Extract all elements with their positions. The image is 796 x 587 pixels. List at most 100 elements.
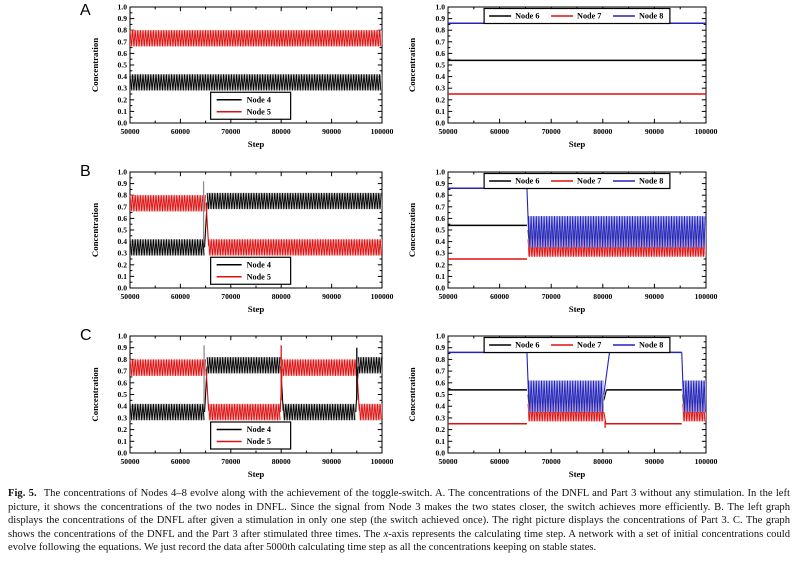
chart-text: 1.0 (436, 3, 446, 12)
chart-text: Node 6 (515, 12, 539, 21)
chart-text: 100000 (371, 457, 394, 466)
chart-text: 50000 (439, 292, 458, 301)
series-oscillation (129, 403, 205, 421)
chart-text: 0.5 (436, 390, 446, 399)
chart-text: 0.8 (118, 355, 128, 364)
chart-b-left: 0.0 0.1 0.2 0.3 0.4 0.5 0.6 0.7 0.8 0.9 1.0 50000 60… (90, 168, 394, 314)
chart-text: 0.8 (118, 191, 128, 200)
chart-text: Node 7 (577, 12, 601, 21)
plot-frame (129, 6, 383, 124)
chart-text: 80000 (272, 457, 291, 466)
chart-text: 0.6 (436, 214, 446, 223)
chart-text: 80000 (593, 292, 612, 301)
chart-a-left: 0.0 0.1 0.2 0.3 0.4 0.5 0.6 0.7 0.8 0.9 1.0 50000 60… (90, 3, 394, 149)
chart-text: 0.2 (436, 95, 446, 104)
series-oscillation (282, 403, 356, 421)
chart-text: 0.4 (436, 402, 446, 411)
chart-text: 60000 (490, 292, 509, 301)
chart-text: 0.8 (436, 26, 446, 35)
chart-text: 60000 (490, 127, 509, 136)
chart-text: 0.4 (118, 237, 128, 246)
legend-box (210, 91, 292, 120)
chart-text: 70000 (542, 457, 561, 466)
chart-text: 0.3 (436, 413, 446, 422)
chart-text: Node 5 (247, 107, 271, 116)
chart-text: 60000 (171, 457, 190, 466)
figure-caption: Fig. 5. The concentrations of Nodes 4–8 … (8, 487, 790, 555)
chart-text: 0.8 (436, 355, 446, 364)
chart-text: 0.5 (118, 61, 128, 70)
series-oscillation (206, 357, 281, 374)
series-oscillation (528, 380, 604, 413)
chart-text: 0.0 (118, 449, 128, 458)
panel-label-a: A (80, 2, 91, 19)
chart-text: 0.5 (436, 61, 446, 70)
panel-label-b: B (80, 163, 91, 180)
chart-text: 0.2 (436, 425, 446, 434)
chart-text: 0.7 (118, 202, 128, 211)
legend: Node 4 Node 5 (210, 91, 292, 120)
series-oscillation (682, 380, 706, 413)
plot-frame (129, 171, 383, 289)
chart-text: 90000 (645, 127, 664, 136)
chart-text: 0.3 (436, 84, 446, 93)
series-oscillation (281, 359, 357, 376)
chart-text: 0.7 (118, 37, 128, 46)
chart-text: 90000 (645, 457, 664, 466)
series-oscillation (129, 30, 382, 47)
chart-text: Step (248, 139, 265, 149)
chart-text: 0.1 (436, 272, 446, 281)
chart-text: 100000 (371, 292, 394, 301)
chart-text: 0.3 (436, 249, 446, 258)
chart-text: 90000 (322, 127, 341, 136)
chart-text: 0.0 (436, 284, 446, 293)
chart-text: Node 6 (515, 177, 539, 186)
legend-box (483, 7, 671, 25)
chart-text: 50000 (121, 457, 140, 466)
chart-text: Node 7 (577, 177, 601, 186)
chart-text: 0.7 (436, 37, 446, 46)
chart-text: 0.4 (118, 402, 128, 411)
chart-text: Node 7 (577, 341, 601, 350)
legend: Node 6 Node 7 Node 8 (483, 7, 671, 25)
chart-text: 0.9 (436, 179, 446, 188)
chart-text: 70000 (542, 292, 561, 301)
chart-text: Node 8 (639, 177, 663, 186)
plot-frame (129, 335, 383, 454)
chart-text: 0.9 (436, 343, 446, 352)
chart-text: Step (248, 304, 265, 314)
chart-text: 0.2 (118, 95, 128, 104)
chart-text: Concentration (90, 203, 100, 257)
chart-text: 0.5 (118, 390, 128, 399)
chart-text: 0.1 (436, 107, 446, 116)
legend: Node 6 Node 7 Node 8 (483, 172, 671, 190)
chart-text: 0.8 (118, 26, 128, 35)
chart-text: 70000 (221, 457, 240, 466)
chart-text: 0.0 (118, 284, 128, 293)
legend: Node 4 Node 5 (210, 421, 292, 450)
chart-text: 70000 (542, 127, 561, 136)
chart-text: 80000 (593, 457, 612, 466)
legend-box (210, 421, 292, 450)
plot-frame (447, 6, 707, 124)
chart-text: 1.0 (436, 332, 446, 341)
chart-text: 100000 (695, 457, 718, 466)
series-oscillation (528, 216, 706, 248)
series-oscillation (208, 239, 382, 256)
chart-text: Step (569, 304, 586, 314)
chart-text: 0.6 (118, 214, 128, 223)
chart-text: 0.7 (436, 367, 446, 376)
chart-text: 0.9 (118, 14, 128, 23)
series-oscillation (129, 195, 206, 212)
chart-text: 0.0 (436, 119, 446, 128)
legend-box (483, 336, 671, 354)
chart-text: Step (569, 469, 586, 479)
chart-text: 1.0 (118, 3, 128, 12)
chart-text: 0.8 (436, 191, 446, 200)
chart-text: 80000 (593, 127, 612, 136)
chart-text: Concentration (90, 367, 100, 421)
chart-text: Concentration (407, 367, 417, 421)
legend: Node 6 Node 7 Node 8 (483, 336, 671, 354)
chart-text: 0.4 (118, 72, 128, 81)
